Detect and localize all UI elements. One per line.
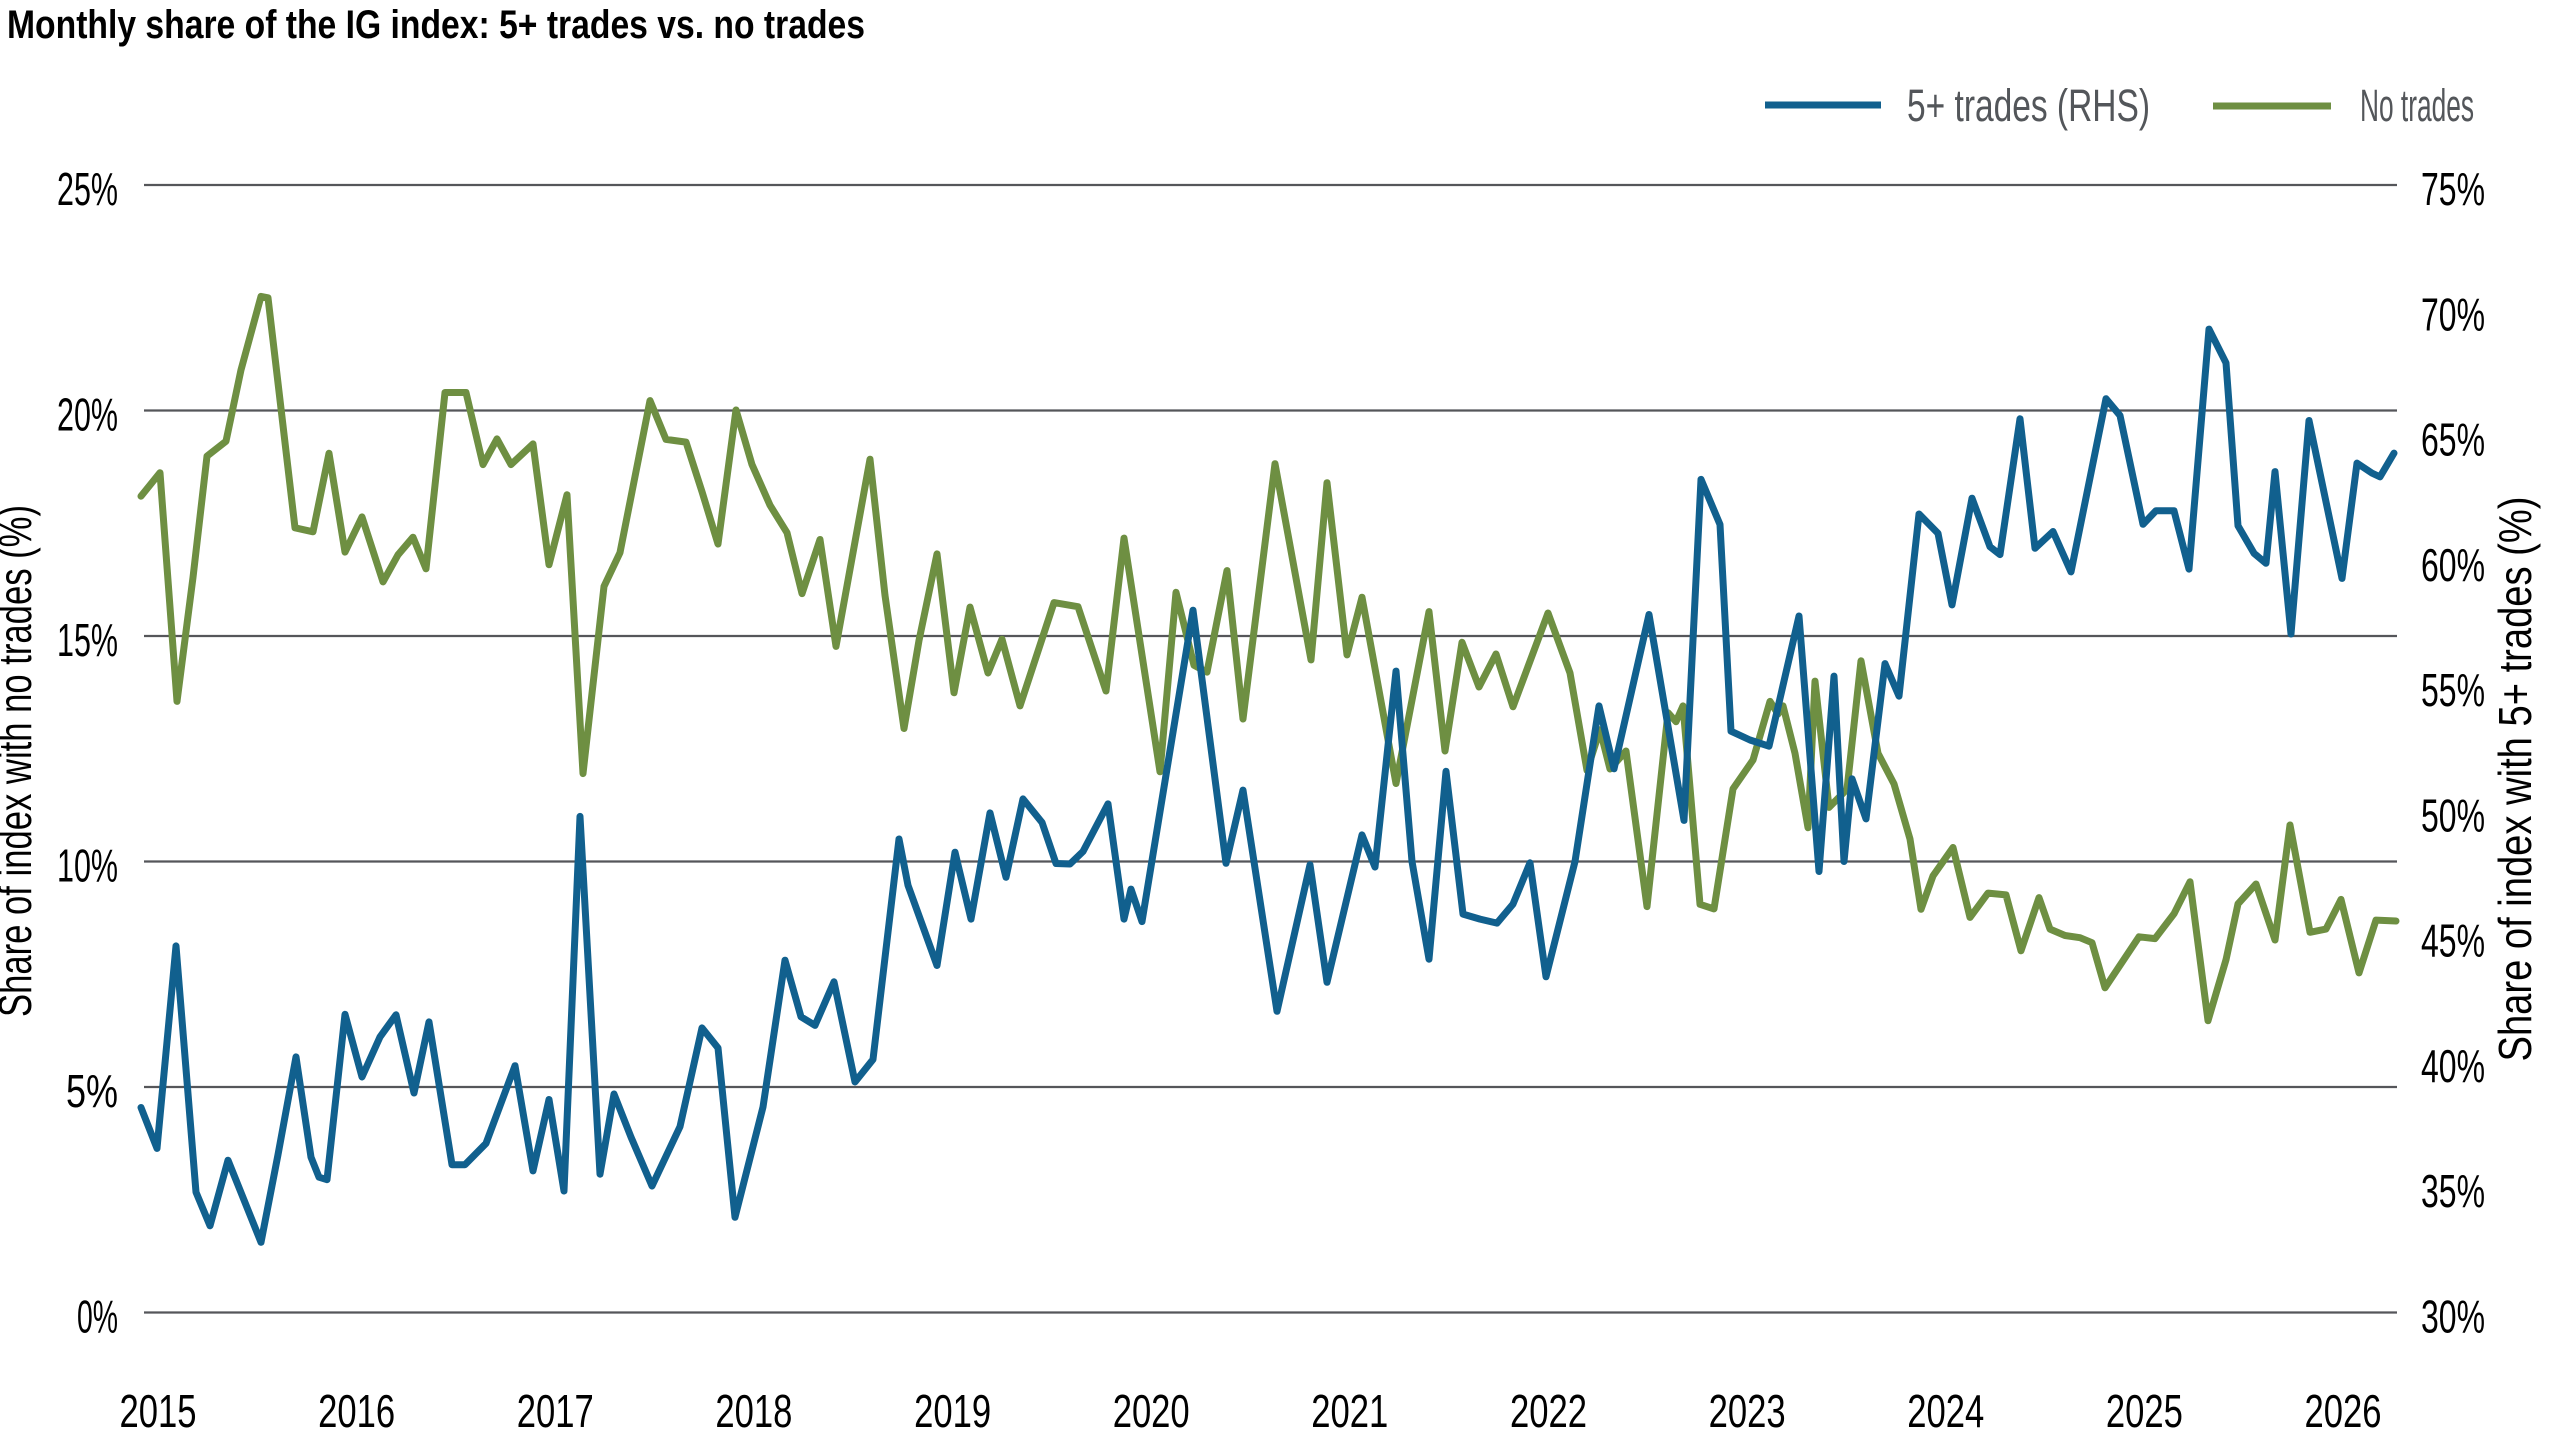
svg-text:10%: 10% xyxy=(57,840,118,892)
svg-text:15%: 15% xyxy=(57,614,118,666)
svg-text:65%: 65% xyxy=(2421,414,2485,466)
svg-text:70%: 70% xyxy=(2421,288,2485,340)
svg-text:30%: 30% xyxy=(2421,1291,2485,1343)
svg-text:2026: 2026 xyxy=(2305,1385,2382,1437)
svg-text:2024: 2024 xyxy=(1907,1385,1984,1437)
svg-text:2023: 2023 xyxy=(1709,1385,1786,1437)
svg-text:Monthly share of the IG index:: Monthly share of the IG index: 5+ trades… xyxy=(7,3,865,47)
svg-text:55%: 55% xyxy=(2421,664,2485,716)
svg-text:45%: 45% xyxy=(2421,915,2485,967)
svg-text:2022: 2022 xyxy=(1510,1385,1587,1437)
svg-text:2020: 2020 xyxy=(1113,1385,1190,1437)
svg-text:20%: 20% xyxy=(57,389,118,441)
svg-text:No trades: No trades xyxy=(2360,80,2474,131)
svg-text:2018: 2018 xyxy=(715,1385,792,1437)
svg-text:75%: 75% xyxy=(2421,163,2485,215)
svg-text:0%: 0% xyxy=(77,1291,118,1343)
svg-text:2021: 2021 xyxy=(1311,1385,1388,1437)
svg-text:35%: 35% xyxy=(2421,1165,2485,1217)
svg-text:2017: 2017 xyxy=(517,1385,594,1437)
svg-text:60%: 60% xyxy=(2421,539,2485,591)
svg-text:Share of index with 5+ trades: Share of index with 5+ trades (%) xyxy=(2489,497,2541,1062)
svg-text:25%: 25% xyxy=(57,163,118,215)
svg-text:5%: 5% xyxy=(66,1065,118,1117)
svg-text:Share of index with no trades: Share of index with no trades (%) xyxy=(0,505,41,1017)
svg-text:5+ trades (RHS): 5+ trades (RHS) xyxy=(1907,80,2150,131)
svg-text:2019: 2019 xyxy=(914,1385,991,1437)
svg-text:2016: 2016 xyxy=(318,1385,395,1437)
svg-text:2015: 2015 xyxy=(120,1385,197,1437)
svg-text:50%: 50% xyxy=(2421,789,2485,841)
svg-text:2025: 2025 xyxy=(2106,1385,2183,1437)
svg-text:40%: 40% xyxy=(2421,1040,2485,1092)
